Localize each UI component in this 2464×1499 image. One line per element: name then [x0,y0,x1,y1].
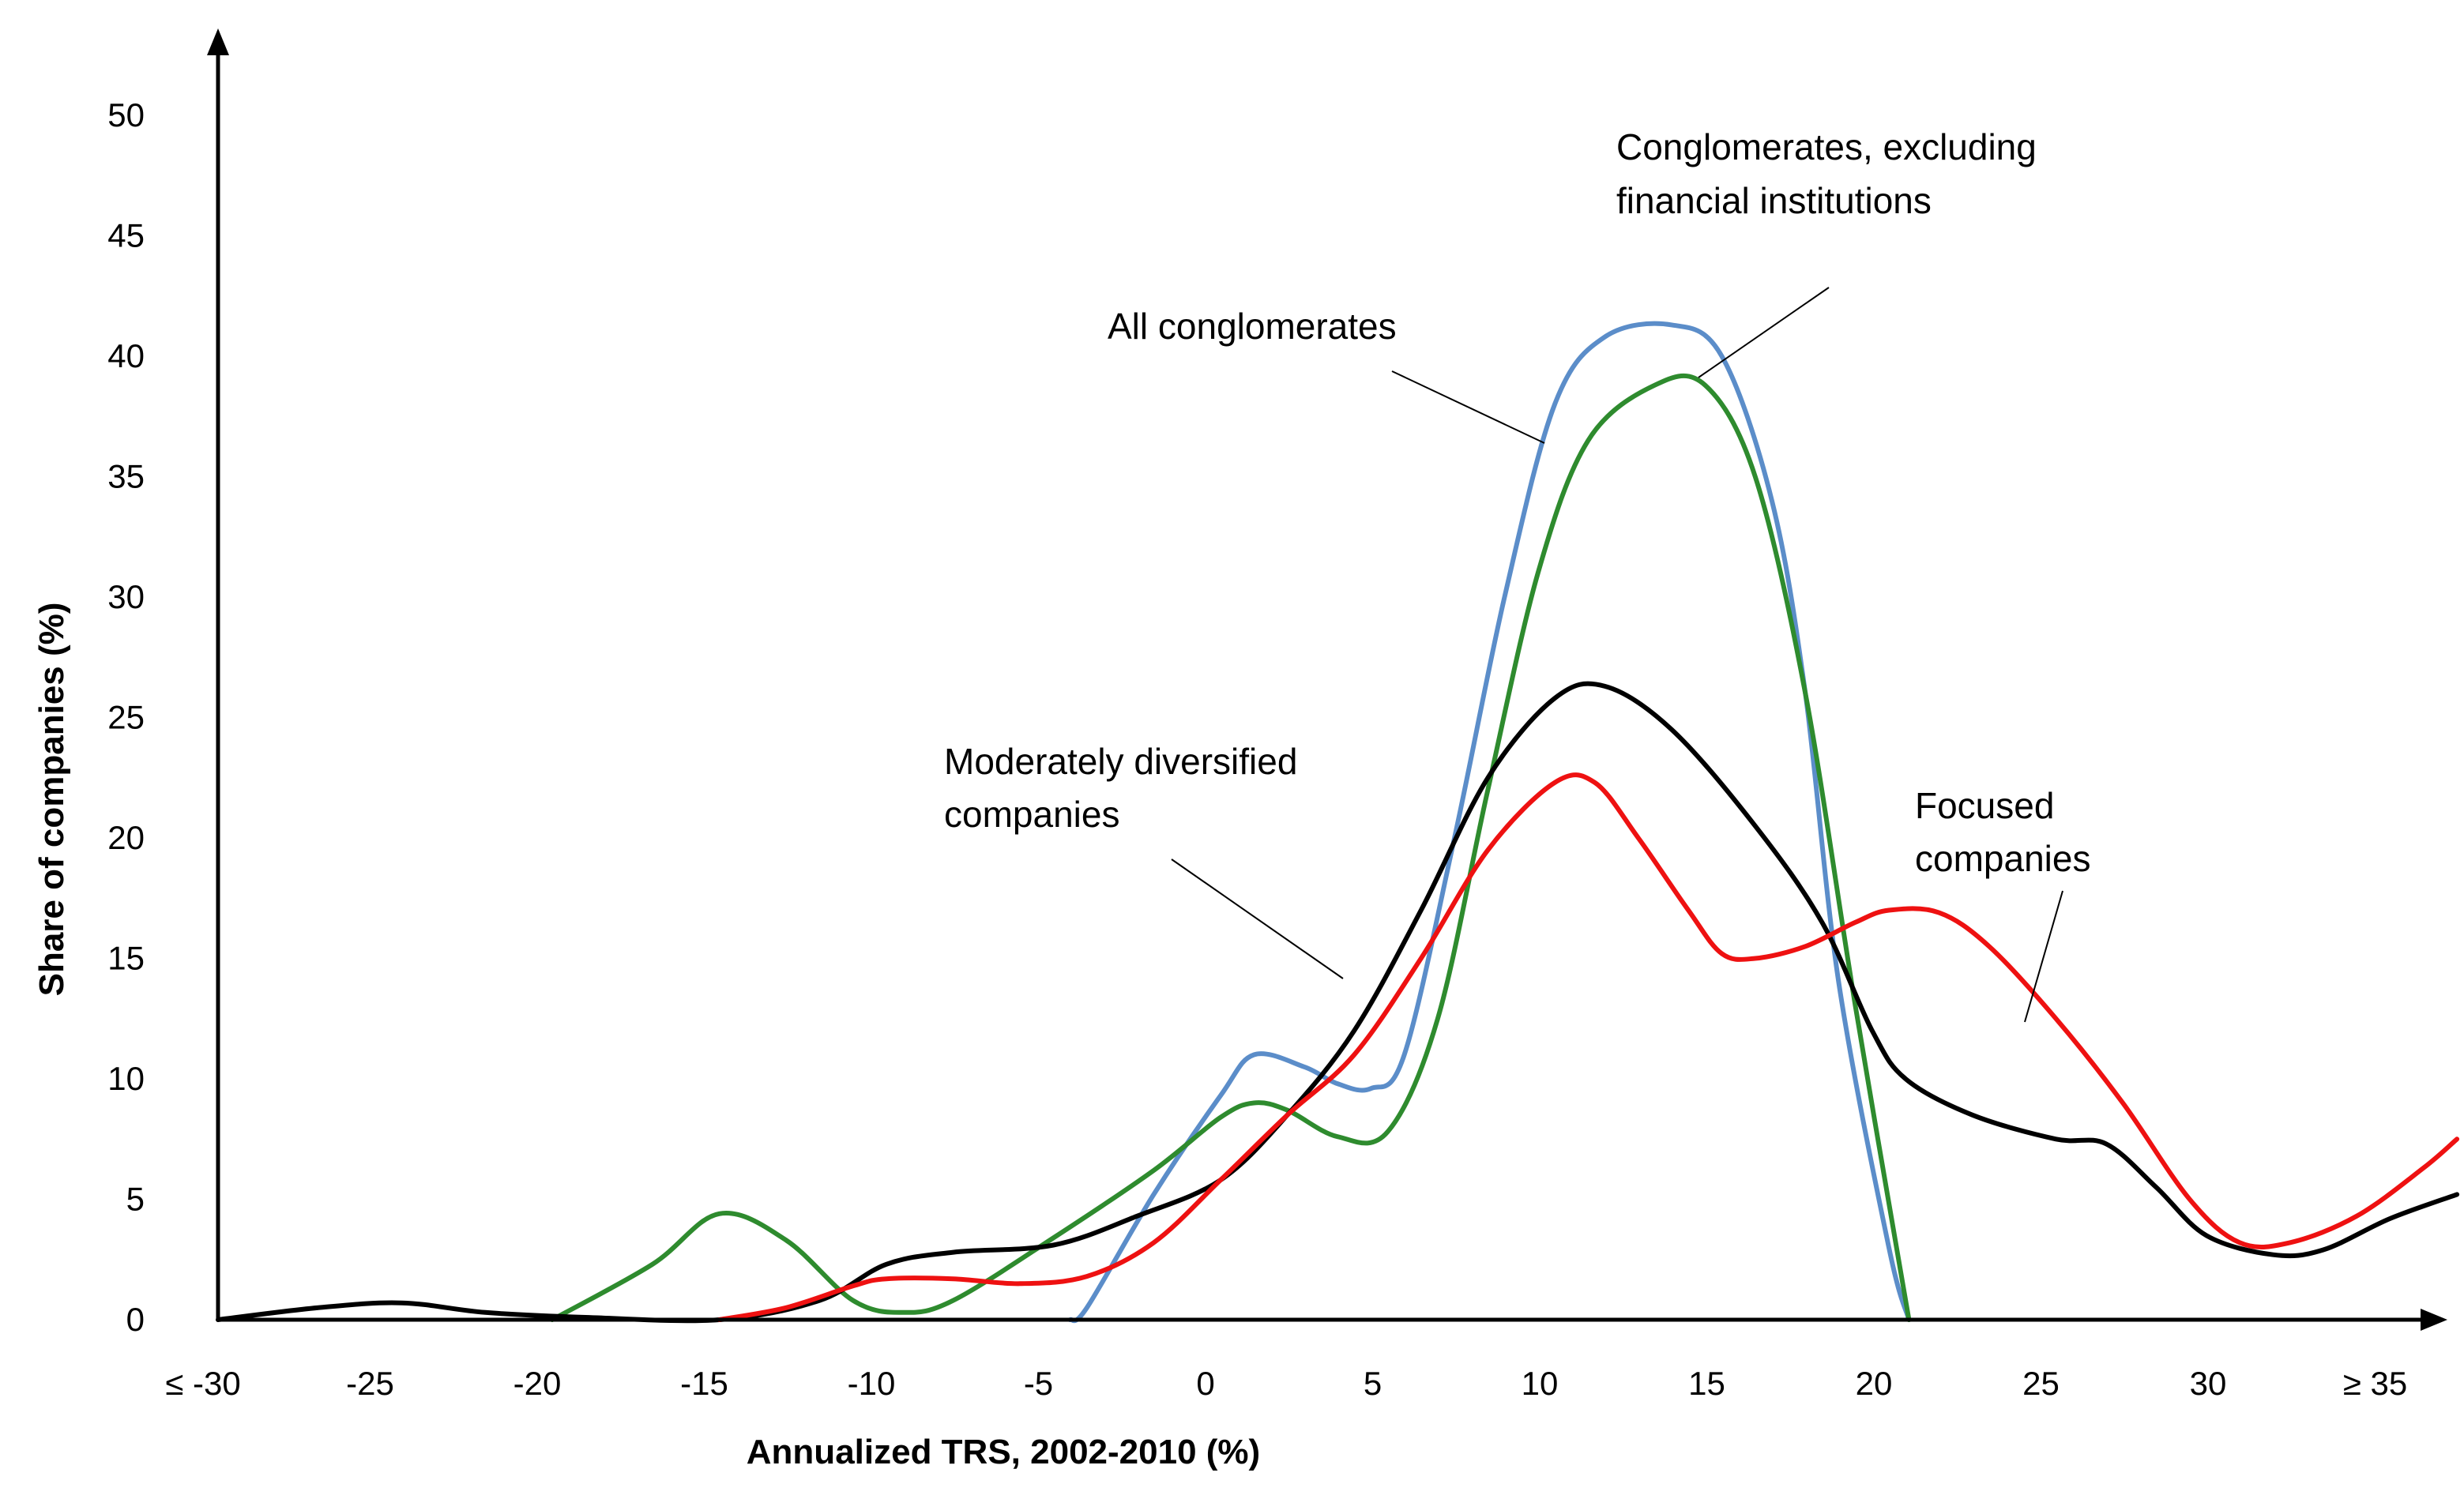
leader-line-conglomerates-excl-fi [1698,287,1830,378]
series-line-focused-companies [717,772,2460,1322]
y-tick-label: 20 [107,819,145,856]
annotation-focused-companies: Focused companies [1915,785,2090,1023]
x-tick-label: 0 [1196,1365,1214,1402]
x-tick-label: -5 [1024,1365,1053,1402]
x-tick-label: 15 [1688,1365,1725,1402]
x-tick-label: 25 [2022,1365,2060,1402]
leader-line-moderately-diversified [1171,858,1344,979]
series-line-all-conglomerates [550,373,1912,1322]
annotation-label-line-2: financial institutions [1616,180,1932,221]
y-tick-label: 0 [126,1301,145,1338]
series-line-moderately-diversified-companies [216,681,2460,1324]
x-tick-label: 30 [2190,1365,2227,1402]
series-layer [216,321,2460,1324]
x-axis-arrowhead [2421,1309,2447,1331]
y-tick-label: 10 [107,1060,145,1097]
y-tick-label: 25 [107,699,145,736]
annotation-label-line-1: All conglomerates [1108,306,1397,347]
y-tick-label: 50 [107,96,145,133]
x-tick-labels: ≤ -30 -25 -20 -15 -10 -5 0 5 10 15 20 25 30 ≥ 35 [165,1365,2407,1402]
series-line-conglomerates-excluding-financial-institutions [1067,321,1912,1324]
x-tick-label: ≥ 35 [2343,1365,2407,1402]
x-tick-label: -20 [513,1365,562,1402]
y-tick-label: 35 [107,458,145,495]
y-tick-label: 40 [107,337,145,374]
x-axis-title: Annualized TRS, 2002-2010 (%) [747,1433,1260,1471]
x-tick-label: 5 [1364,1365,1382,1402]
y-tick-label: 15 [107,940,145,977]
leader-line-focused-companies [2024,890,2063,1023]
y-axis-title: Share of companies (%) [32,603,71,997]
annotation-label-line-1: Focused [1915,785,2054,826]
x-tick-label: 20 [1856,1365,1893,1402]
annotation-conglomerates-excl-fi: Conglomerates, excluding financial insti… [1616,126,2037,378]
y-tick-label: 45 [107,217,145,254]
leader-line-all-conglomerates [1391,370,1545,444]
x-tick-label: -25 [346,1365,394,1402]
annotation-all-conglomerates: All conglomerates [1108,306,1545,444]
annotation-label-line-2: companies [1915,838,2090,879]
axes [207,28,2447,1331]
x-tick-label: 10 [1522,1365,1559,1402]
y-tick-label: 30 [107,578,145,615]
x-tick-label: -15 [680,1365,728,1402]
x-tick-label: ≤ -30 [165,1365,240,1402]
y-tick-label: 5 [126,1181,145,1218]
annotation-moderately-diversified: Moderately diversified companies [944,741,1344,979]
annotation-label-line-1: Conglomerates, excluding [1616,126,2037,167]
annotation-label-line-1: Moderately diversified [944,741,1297,782]
annotation-label-line-2: companies [944,794,1119,835]
y-tick-labels: 0 5 10 15 20 25 30 35 40 45 50 [107,96,145,1338]
x-tick-label: -10 [848,1365,896,1402]
y-axis-arrowhead [207,28,229,55]
